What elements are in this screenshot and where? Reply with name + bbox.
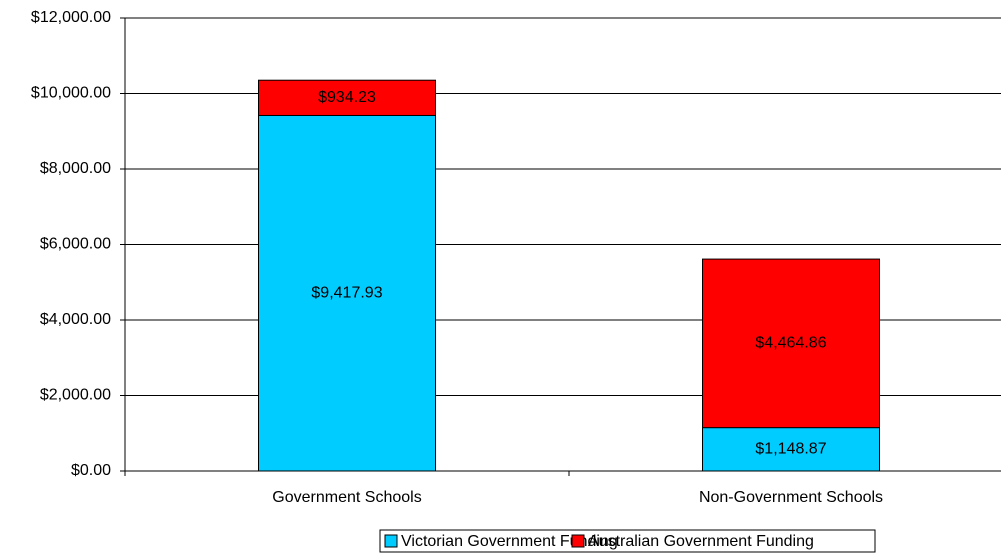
legend-box — [379, 529, 876, 553]
y-tick-label: $6,000.00 — [40, 236, 111, 253]
bar-segment — [258, 114, 436, 472]
y-tick-label: $4,000.00 — [40, 311, 111, 328]
data-label: $9,417.93 — [311, 284, 382, 301]
y-tick-label: $0.00 — [71, 462, 111, 479]
bar-segment — [702, 427, 880, 472]
bar-segment — [702, 258, 880, 429]
legend-swatch — [571, 534, 585, 548]
data-label: $1,148.87 — [755, 441, 826, 458]
legend-label: Australian Government Funding — [588, 533, 814, 550]
legend-swatch — [384, 534, 398, 548]
y-tick-label: $12,000.00 — [31, 9, 111, 26]
legend-label: Victorian Government Funding — [401, 533, 618, 550]
bar-segment — [258, 79, 436, 116]
x-tick-label: Government Schools — [272, 489, 421, 506]
y-tick-label: $2,000.00 — [40, 387, 111, 404]
y-tick-label: $10,000.00 — [31, 85, 111, 102]
data-label: $934.23 — [318, 89, 376, 106]
data-label: $4,464.86 — [755, 335, 826, 352]
x-tick-label: Non-Government Schools — [699, 489, 883, 506]
y-tick-label: $8,000.00 — [40, 160, 111, 177]
